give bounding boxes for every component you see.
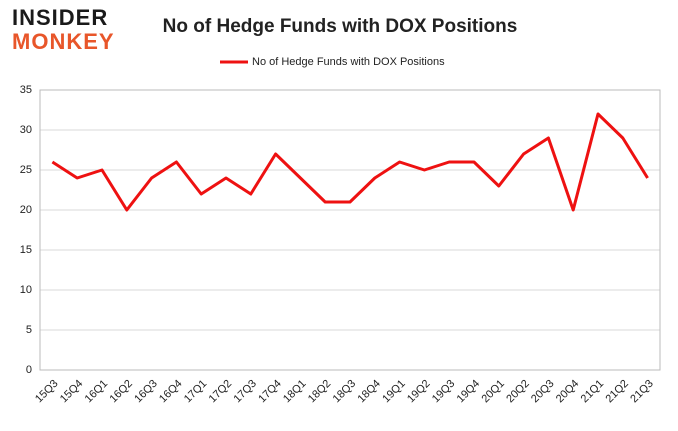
y-tick-label: 30 <box>20 124 32 136</box>
y-tick-label: 0 <box>26 364 32 376</box>
y-tick-label: 35 <box>20 84 32 96</box>
y-tick-label: 20 <box>20 204 32 216</box>
plot-border <box>39 89 661 371</box>
y-tick-label: 25 <box>20 164 32 176</box>
y-tick-label: 10 <box>20 284 32 296</box>
logo-line1: INSIDER <box>12 5 108 30</box>
chart-title: No of Hedge Funds with DOX Positions <box>163 16 518 37</box>
y-tick-label: 5 <box>26 324 32 336</box>
series-line <box>51 112 649 212</box>
y-tick-label: 15 <box>20 244 32 256</box>
logo-line2: MONKEY <box>12 29 115 54</box>
legend-label: No of Hedge Funds with DOX Positions <box>252 56 445 68</box>
